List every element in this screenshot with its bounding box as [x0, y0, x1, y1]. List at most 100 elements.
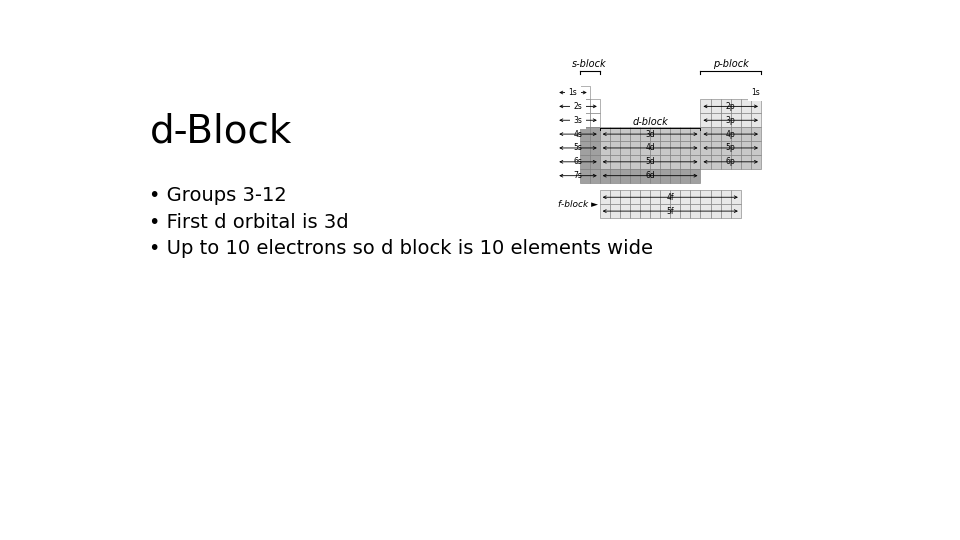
Bar	[741, 113, 751, 127]
Bar	[701, 113, 710, 127]
Bar	[630, 204, 640, 218]
Bar	[640, 204, 650, 218]
Text: 6p: 6p	[726, 157, 735, 166]
Text: d-block: d-block	[633, 117, 668, 127]
Bar	[640, 155, 650, 168]
Bar	[681, 155, 690, 168]
Bar	[701, 204, 710, 218]
Bar	[660, 155, 670, 168]
Bar	[660, 190, 670, 204]
Bar	[670, 141, 681, 155]
Bar	[580, 113, 589, 127]
Bar	[731, 99, 741, 113]
Bar	[630, 127, 640, 141]
Bar	[630, 168, 640, 183]
Bar	[710, 113, 721, 127]
Bar	[610, 141, 620, 155]
Bar	[600, 155, 610, 168]
Bar	[690, 127, 701, 141]
Text: 4s: 4s	[573, 130, 583, 139]
Text: 7s: 7s	[573, 171, 583, 180]
Bar	[690, 204, 701, 218]
Bar	[610, 190, 620, 204]
Bar	[741, 99, 751, 113]
Text: 4p: 4p	[726, 130, 735, 139]
Bar	[681, 141, 690, 155]
Bar	[701, 141, 710, 155]
Text: 5d: 5d	[645, 157, 655, 166]
Bar	[721, 190, 731, 204]
Bar	[681, 204, 690, 218]
Bar	[600, 204, 610, 218]
Bar	[701, 190, 710, 204]
Bar	[690, 168, 701, 183]
Bar	[751, 127, 761, 141]
Text: f-block ►: f-block ►	[558, 200, 598, 208]
Bar	[741, 155, 751, 168]
Bar	[681, 190, 690, 204]
Bar	[690, 155, 701, 168]
Bar	[751, 85, 761, 99]
Text: 3s: 3s	[573, 116, 583, 125]
Bar	[640, 141, 650, 155]
Bar	[710, 141, 721, 155]
Text: 2s: 2s	[574, 102, 583, 111]
Bar	[690, 190, 701, 204]
Bar	[751, 99, 761, 113]
Bar	[751, 141, 761, 155]
Bar	[640, 127, 650, 141]
Bar	[589, 168, 600, 183]
Bar	[640, 168, 650, 183]
Text: 6d: 6d	[645, 171, 655, 180]
Text: p-block: p-block	[713, 59, 749, 69]
Bar	[731, 190, 741, 204]
Bar	[670, 204, 681, 218]
Text: • Groups 3-12: • Groups 3-12	[150, 186, 287, 205]
Bar	[620, 190, 630, 204]
Bar	[589, 99, 600, 113]
Bar	[681, 127, 690, 141]
Bar	[721, 155, 731, 168]
Bar	[589, 141, 600, 155]
Bar	[721, 127, 731, 141]
Bar	[580, 141, 589, 155]
Bar	[741, 127, 751, 141]
Text: • Up to 10 electrons so d block is 10 elements wide: • Up to 10 electrons so d block is 10 el…	[150, 239, 654, 258]
Text: • First d orbital is 3d: • First d orbital is 3d	[150, 213, 349, 232]
Bar	[731, 141, 741, 155]
Bar	[710, 190, 721, 204]
Bar	[701, 155, 710, 168]
Bar	[710, 155, 721, 168]
Bar	[580, 155, 589, 168]
Bar	[660, 204, 670, 218]
Text: 6s: 6s	[573, 157, 583, 166]
Bar	[670, 155, 681, 168]
Text: 2p: 2p	[726, 102, 735, 111]
Bar	[751, 155, 761, 168]
Bar	[731, 127, 741, 141]
Bar	[660, 141, 670, 155]
Bar	[731, 113, 741, 127]
Bar	[650, 127, 660, 141]
Bar	[721, 99, 731, 113]
Bar	[710, 204, 721, 218]
Bar	[620, 204, 630, 218]
Bar	[670, 190, 681, 204]
Bar	[751, 113, 761, 127]
Bar	[630, 141, 640, 155]
Bar	[630, 155, 640, 168]
Bar	[741, 141, 751, 155]
Text: 3p: 3p	[726, 116, 735, 125]
Bar	[589, 155, 600, 168]
Bar	[610, 127, 620, 141]
Bar	[600, 141, 610, 155]
Bar	[620, 168, 630, 183]
Bar	[650, 141, 660, 155]
Bar	[610, 168, 620, 183]
Bar	[721, 113, 731, 127]
Bar	[620, 127, 630, 141]
Bar	[701, 99, 710, 113]
Bar	[710, 99, 721, 113]
Text: 5p: 5p	[726, 144, 735, 152]
Bar	[600, 168, 610, 183]
